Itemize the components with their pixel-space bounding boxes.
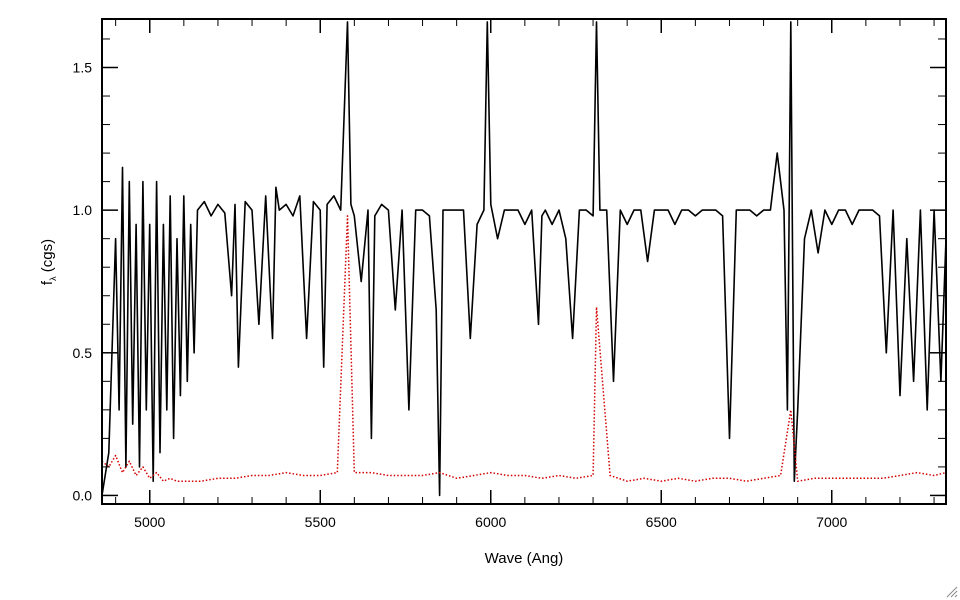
x-tick-label: 7000 xyxy=(816,514,847,530)
flux-series-line xyxy=(101,21,947,497)
y-axis-title: fλ (cgs) xyxy=(39,239,58,285)
y-tick-label: 1.0 xyxy=(73,202,93,218)
y-axis-title-main: f xyxy=(39,280,56,285)
x-tick-label: 5500 xyxy=(305,514,336,530)
x-tick-label: 6500 xyxy=(646,514,677,530)
y-tick-label: 0.5 xyxy=(73,345,93,361)
x-tick-label: 6000 xyxy=(475,514,506,530)
resize-grip-icon[interactable] xyxy=(944,584,958,598)
plot-frame xyxy=(101,18,947,505)
y-axis-title-subscript: λ xyxy=(48,276,58,281)
tick-layer: 5000 5500 6000 6500 7000 0.0 0.5 1.0 1.5 xyxy=(73,19,946,530)
y-tick-label: 1.5 xyxy=(73,60,93,76)
error-series-line xyxy=(101,215,947,482)
y-axis-title-unit-text: (cgs) xyxy=(39,239,56,272)
x-tick-label: 5000 xyxy=(134,514,165,530)
series-layer xyxy=(101,21,947,497)
x-axis-title: Wave (Ang) xyxy=(485,550,564,567)
y-tick-label: 0.0 xyxy=(73,487,93,503)
